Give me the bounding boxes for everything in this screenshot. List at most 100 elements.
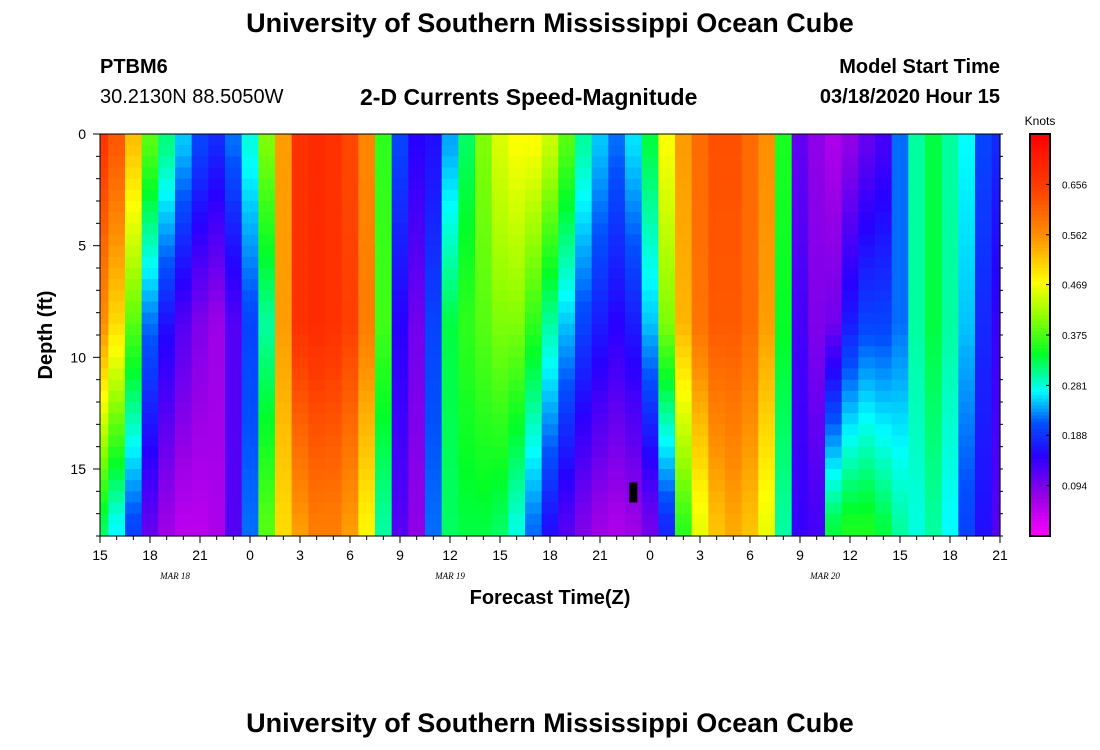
colorbar-segment — [1030, 244, 1050, 249]
heatmap-cell — [691, 402, 709, 414]
heatmap-cell — [208, 279, 226, 291]
heatmap-cell — [308, 256, 326, 269]
heatmap-cell — [791, 156, 809, 169]
heatmap-cell — [258, 279, 276, 291]
heatmap-cell — [741, 402, 759, 414]
heatmap-cell — [858, 268, 876, 280]
heatmap-cell — [725, 178, 743, 191]
heatmap-cell — [291, 323, 309, 336]
x-date-label: MAR 18 — [159, 571, 190, 581]
heatmap-cell — [891, 178, 909, 191]
heatmap-cell — [825, 290, 843, 303]
heatmap-cell — [191, 368, 209, 381]
heatmap-cell — [841, 513, 859, 526]
heatmap-cell — [741, 435, 759, 448]
heatmap-cell — [358, 256, 376, 269]
heatmap-cell — [408, 312, 426, 325]
heatmap-cell — [791, 457, 809, 470]
heatmap-cell — [325, 212, 343, 224]
heatmap-cell — [958, 167, 976, 180]
heatmap-cell — [575, 134, 593, 146]
heatmap-cell — [858, 379, 876, 392]
heatmap-cell — [125, 312, 143, 325]
heatmap-cell — [691, 524, 709, 537]
heatmap-cell — [991, 346, 1001, 358]
heatmap-cell — [391, 234, 409, 247]
heatmap-cell — [441, 301, 459, 314]
heatmap-cell — [491, 346, 509, 358]
heatmap-cell — [541, 379, 559, 392]
heatmap-cell — [825, 145, 843, 157]
heatmap-cell — [241, 379, 259, 392]
colorbar-segment — [1030, 422, 1050, 427]
heatmap-cell — [258, 256, 276, 269]
heatmap-cell — [408, 212, 426, 224]
heatmap-cell — [591, 480, 609, 492]
heatmap-cell — [608, 268, 626, 280]
heatmap-cell — [541, 290, 559, 303]
heatmap-cell — [758, 335, 776, 347]
heatmap-cell — [308, 357, 326, 370]
colorbar-segment — [1030, 418, 1050, 423]
heatmap-cell — [475, 368, 493, 381]
heatmap-cell — [225, 402, 243, 414]
heatmap-cell — [675, 424, 693, 437]
heatmap-cell — [475, 390, 493, 403]
heatmap-cell — [391, 145, 409, 157]
heatmap-cell — [258, 346, 276, 358]
heatmap-cell — [491, 413, 509, 425]
heatmap-cell — [875, 134, 893, 146]
colorbar-segment — [1030, 254, 1050, 259]
heatmap-cell — [958, 323, 976, 336]
colorbar-segment — [1030, 509, 1050, 514]
heatmap-cell — [908, 145, 926, 157]
heatmap-cell — [408, 524, 426, 537]
heatmap-cell — [541, 268, 559, 280]
heatmap-cell — [100, 480, 109, 492]
heatmap-cell — [675, 323, 693, 336]
heatmap-cell — [741, 256, 759, 269]
heatmap-cell — [991, 513, 1001, 526]
heatmap-cell — [808, 178, 826, 191]
heatmap-cell — [891, 435, 909, 448]
heatmap-cell — [808, 268, 826, 280]
heatmap-cell — [208, 491, 226, 504]
heatmap-cell — [658, 134, 676, 146]
heatmap-cell — [691, 424, 709, 437]
heatmap-cell — [691, 491, 709, 504]
heatmap-cell — [891, 524, 909, 537]
heatmap-cell — [858, 323, 876, 336]
heatmap-cell — [258, 368, 276, 381]
colorbar-segment — [1030, 268, 1050, 272]
heatmap-cell — [558, 290, 576, 303]
heatmap-cell — [175, 502, 193, 515]
heatmap-cell — [125, 502, 143, 515]
heatmap-cell — [391, 491, 409, 504]
heatmap-cell — [158, 268, 176, 280]
heatmap-cell — [358, 323, 376, 336]
heatmap-cell — [908, 134, 926, 146]
heatmap-cell — [191, 201, 209, 213]
heatmap-cell — [991, 323, 1001, 336]
heatmap-cell — [241, 167, 259, 180]
heatmap-cell — [708, 312, 726, 325]
heatmap-cell — [775, 524, 793, 537]
heatmap-cell — [291, 457, 309, 470]
heatmap-cell — [100, 301, 109, 314]
heatmap-cell — [408, 491, 426, 504]
heatmap-cell — [341, 469, 359, 481]
heatmap-cell — [458, 457, 476, 470]
heatmap-cell — [441, 446, 459, 459]
heatmap-cell — [275, 279, 293, 291]
heatmap-cell — [891, 279, 909, 291]
heatmap-cell — [875, 167, 893, 180]
heatmap-cell — [375, 435, 393, 448]
heatmap-cell — [708, 524, 726, 537]
heatmap-cell — [541, 178, 559, 191]
heatmap-cell — [158, 234, 176, 247]
heatmap-cell — [791, 446, 809, 459]
heatmap-cell — [191, 134, 209, 146]
heatmap-cell — [275, 145, 293, 157]
heatmap-cell — [941, 134, 959, 146]
heatmap-cell — [475, 413, 493, 425]
